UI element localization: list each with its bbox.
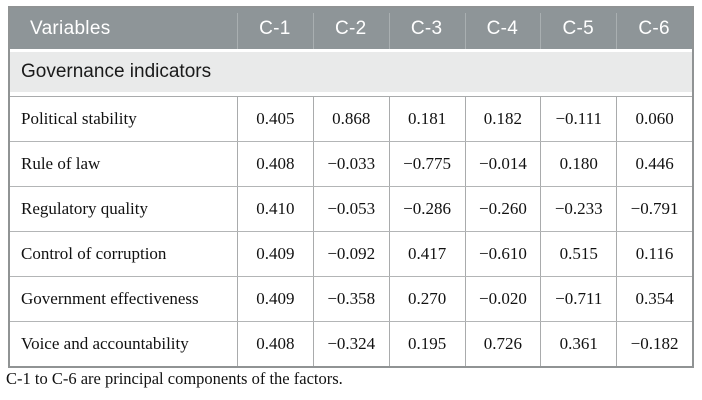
cell-value: 0.417 — [388, 232, 465, 276]
cell-value: −0.182 — [616, 322, 692, 366]
row-label: Voice and accountability — [21, 334, 189, 353]
row-label: Control of corruption — [21, 244, 167, 263]
cell-value: 0.060 — [616, 97, 692, 141]
header-cell-c5: C-5 — [540, 8, 616, 49]
cell-value: −0.033 — [312, 142, 389, 186]
section-title: Governance indicators — [21, 61, 212, 82]
cell-value: 0.195 — [388, 322, 465, 366]
cell-value: 0.410 — [237, 187, 313, 231]
cell-value: −0.233 — [540, 187, 616, 231]
cell-value: 0.408 — [237, 322, 313, 366]
cell-value: 0.181 — [388, 97, 465, 141]
section-row-governance-indicators: Governance indicators — [10, 52, 692, 92]
pca-loadings-table: Variables C-1 C-2 C-3 C-4 C-5 C-6 Govern… — [8, 6, 694, 368]
cell-value: 0.182 — [464, 97, 541, 141]
cell-value: −0.111 — [540, 97, 616, 141]
table-row-regulatory-quality: Regulatory quality 0.410 −0.053 −0.286 −… — [10, 186, 692, 231]
cell-value: −0.775 — [388, 142, 465, 186]
header-cell-variables: Variables — [30, 17, 111, 39]
table-row-control-of-corruption: Control of corruption 0.409 −0.092 0.417… — [10, 231, 692, 276]
table-row-voice-and-accountability: Voice and accountability 0.408 −0.324 0.… — [10, 321, 692, 366]
header-cell-c6: C-6 — [616, 8, 692, 49]
cell-value: 0.405 — [237, 97, 313, 141]
cell-value: −0.092 — [312, 232, 389, 276]
header-cell-c1: C-1 — [237, 8, 313, 49]
table-row-rule-of-law: Rule of law 0.408 −0.033 −0.775 −0.014 0… — [10, 141, 692, 186]
cell-value: −0.711 — [540, 277, 616, 321]
header-cell-c2: C-2 — [312, 8, 389, 49]
table-footnote: C-1 to C-6 are principal components of t… — [6, 369, 343, 388]
table-header-row: Variables C-1 C-2 C-3 C-4 C-5 C-6 — [10, 8, 692, 49]
cell-value: 0.726 — [464, 322, 541, 366]
row-label: Rule of law — [21, 154, 101, 173]
cell-value: 0.515 — [540, 232, 616, 276]
cell-value: −0.358 — [312, 277, 389, 321]
cell-value: 0.868 — [312, 97, 389, 141]
cell-value: −0.014 — [464, 142, 541, 186]
cell-value: 0.270 — [388, 277, 465, 321]
cell-value: −0.324 — [312, 322, 389, 366]
cell-value: 0.354 — [616, 277, 692, 321]
table-row-political-stability: Political stability 0.405 0.868 0.181 0.… — [10, 97, 692, 141]
header-cell-c3: C-3 — [388, 8, 465, 49]
cell-value: −0.020 — [464, 277, 541, 321]
header-cell-c4: C-4 — [464, 8, 541, 49]
cell-value: −0.260 — [464, 187, 541, 231]
cell-value: −0.791 — [616, 187, 692, 231]
cell-value: 0.116 — [616, 232, 692, 276]
row-label: Regulatory quality — [21, 199, 149, 218]
cell-value: 0.409 — [237, 232, 313, 276]
cell-value: −0.610 — [464, 232, 541, 276]
cell-value: 0.361 — [540, 322, 616, 366]
cell-value: 0.409 — [237, 277, 313, 321]
row-label: Government effectiveness — [21, 289, 199, 308]
cell-value: 0.446 — [616, 142, 692, 186]
cell-value: −0.053 — [312, 187, 389, 231]
cell-value: −0.286 — [388, 187, 465, 231]
row-label: Political stability — [21, 109, 137, 128]
table-body: Political stability 0.405 0.868 0.181 0.… — [10, 96, 692, 366]
table-row-government-effectiveness: Government effectiveness 0.409 −0.358 0.… — [10, 276, 692, 321]
cell-value: 0.408 — [237, 142, 313, 186]
cell-value: 0.180 — [540, 142, 616, 186]
